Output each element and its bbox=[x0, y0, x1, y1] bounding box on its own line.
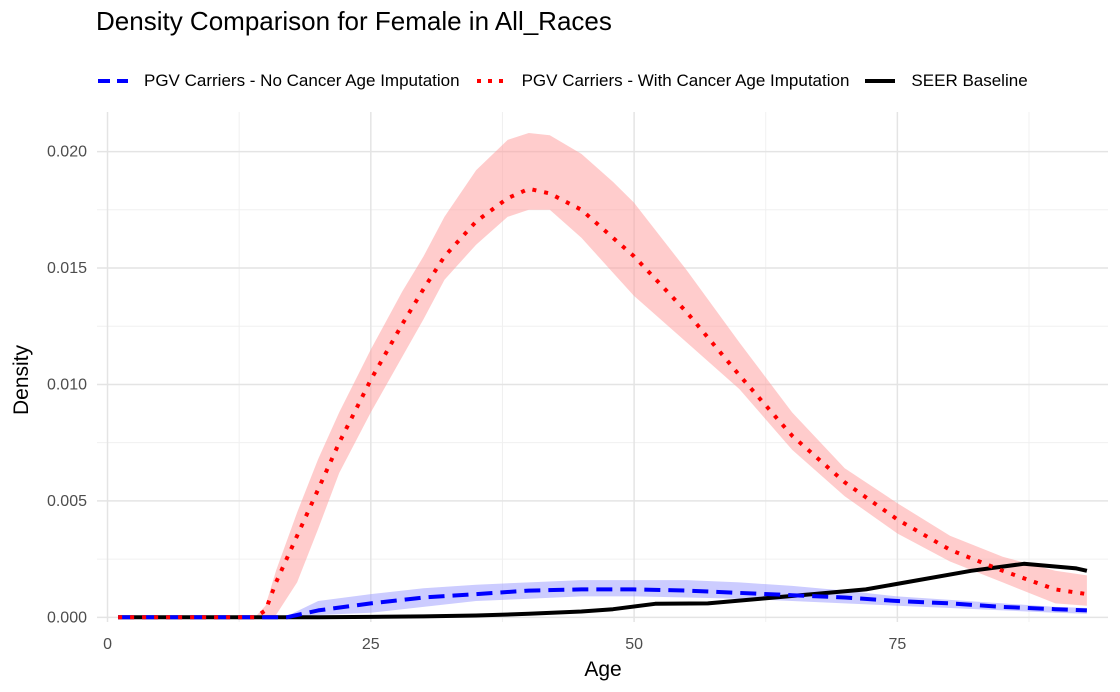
x-axis-title: Age bbox=[584, 658, 621, 681]
x-tick-label: 75 bbox=[888, 636, 906, 653]
legend-key-dotted-red bbox=[476, 79, 506, 83]
series-line-solid bbox=[118, 561, 1088, 620]
x-tick-label: 25 bbox=[362, 636, 380, 653]
y-tick-labels: 0.000 0.005 0.010 0.015 0.020 bbox=[47, 144, 87, 627]
legend-label-with-imputation: PGV Carriers - With Cancer Age Imputatio… bbox=[521, 71, 850, 90]
x-tick-labels: 0 25 50 75 bbox=[103, 636, 906, 653]
legend-item-with-imputation: PGV Carriers - With Cancer Age Imputatio… bbox=[474, 71, 850, 91]
y-tick-label: 0.005 bbox=[47, 493, 87, 510]
series-line-dashed bbox=[118, 587, 1087, 620]
legend-label-no-imputation: PGV Carriers - No Cancer Age Imputation bbox=[144, 71, 460, 90]
series-lines bbox=[118, 186, 1088, 620]
legend-item-no-imputation: PGV Carriers - No Cancer Age Imputation bbox=[96, 71, 460, 91]
y-tick-label: 0.010 bbox=[47, 376, 87, 393]
x-tick-label: 0 bbox=[103, 636, 112, 653]
grid-major bbox=[97, 112, 1108, 622]
series-line-dotted bbox=[118, 186, 1088, 620]
chart-title: Density Comparison for Female in All_Rac… bbox=[96, 6, 612, 36]
legend: PGV Carriers - No Cancer Age Imputation … bbox=[96, 68, 1042, 94]
x-tick-label: 50 bbox=[625, 636, 643, 653]
legend-key-dashed-blue bbox=[98, 79, 128, 83]
confidence-band-1 bbox=[118, 580, 1087, 618]
legend-label-seer: SEER Baseline bbox=[911, 71, 1028, 90]
legend-key-solid-black bbox=[865, 79, 896, 83]
y-tick-label: 0.015 bbox=[47, 260, 87, 277]
grid-minor bbox=[97, 112, 1108, 622]
y-tick-label: 0.020 bbox=[47, 144, 87, 161]
confidence-bands bbox=[118, 133, 1087, 618]
legend-item-seer: SEER Baseline bbox=[863, 71, 1028, 91]
confidence-band-2 bbox=[118, 133, 1087, 618]
y-tick-label: 0.000 bbox=[47, 609, 87, 626]
y-axis-title: Density bbox=[10, 344, 33, 415]
